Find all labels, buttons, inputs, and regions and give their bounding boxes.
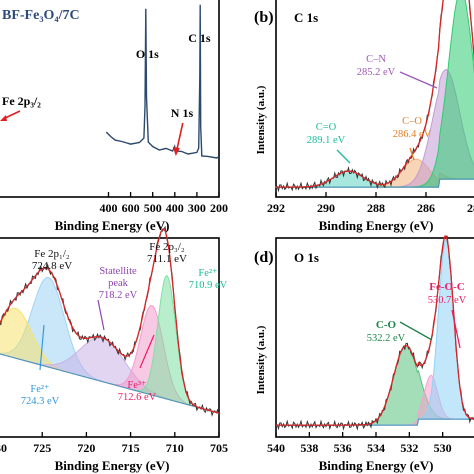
- panel-d-title: O 1s: [294, 250, 319, 265]
- panel-a-arrow-n1s: [176, 122, 184, 151]
- panel-a-tick-label: 400: [100, 201, 118, 215]
- panel-a-tick-label: 300: [188, 201, 206, 215]
- panel-c-envelope: [0, 228, 220, 414]
- panel-d-plot: C-O 532.2 eV Fe-O-C 530.7 eV: [275, 235, 474, 431]
- panel-d-tick-label: 536: [334, 441, 352, 455]
- panel-c-frame: [0, 237, 220, 438]
- panel-d-annotation-co-value: 532.2 eV: [367, 333, 406, 344]
- panel-b-c1s: (b) C 1s Intensity (a.u.) C–N 285.2 eV C–O…: [254, 0, 474, 233]
- panel-a-annotation-n1s: N 1s: [171, 106, 194, 120]
- panel-c-tick-label: 710: [166, 441, 184, 455]
- panel-a-tick-label: 600: [122, 201, 140, 215]
- panel-b-plot: C–N 285.2 eV C–O 286.4 eV C=O 289.1 eV: [275, 0, 474, 193]
- panel-b-title: C 1s: [294, 10, 318, 25]
- panel-c-arrow-fe2plus: [39, 324, 45, 371]
- panel-d-tick-label: 530: [434, 441, 452, 455]
- panel-b-annotation-cn-value: 285.2 eV: [357, 67, 396, 78]
- panel-a-x-ticks: 400 600 500 400 300 200: [100, 192, 228, 215]
- panel-b-arrow-cn: [399, 71, 438, 89]
- panel-d-o1s: (d) O 1s Intensity (a.u.) C-O 532.2 eV Fe-…: [254, 235, 474, 473]
- panel-c-annotation-fe2p32-line-1: 711.1 eV: [147, 253, 187, 265]
- panel-c-x-ticks: 730 725 720 715 710 705: [0, 432, 228, 455]
- panel-c-tick-label: 730: [0, 441, 7, 455]
- panel-d-envelope: [276, 235, 474, 426]
- panel-c-tick-label: 720: [77, 441, 95, 455]
- panel-a-annotation-o1s: O 1s: [136, 47, 159, 61]
- panel-a-tick-label: 400: [166, 201, 184, 215]
- panel-b-tick-label: 284: [467, 201, 474, 215]
- panel-b-x-axis-label: Binding Energy (eV): [319, 218, 434, 233]
- panel-b-x-ticks: 292 290 288 286 284: [267, 192, 474, 215]
- panel-c-annotation-fe2plus-724-line-0: Fe²⁺: [30, 384, 50, 395]
- panel-c-tick-label: 715: [122, 441, 140, 455]
- panel-d-annotation-feoc-name: Fe-O-C: [429, 281, 464, 293]
- panel-a-arrowhead-fe2p: [0, 115, 7, 121]
- panel-a-annotation-c1s: C 1s: [188, 31, 211, 45]
- panel-a-plot: O 1s C 1s Fe 2p₃/₂ N 1s: [0, 4, 220, 159]
- panel-b-annotation-c-double-o-value: 289.1 eV: [307, 135, 346, 146]
- panel-c-tick-label: 705: [210, 441, 228, 455]
- panel-d-label: (d): [254, 249, 274, 266]
- panel-c-annotation-fe3plus-line-1: 712.6 eV: [118, 392, 157, 403]
- panel-d-arrow-co: [399, 321, 433, 341]
- panel-c-annotation-satellite-line-1: peak: [108, 278, 129, 289]
- panel-d-arrow-feoc: [451, 309, 461, 349]
- panel-c-background: [0, 353, 220, 414]
- panel-b-y-axis-label: Intensity (a.u.): [255, 85, 267, 154]
- panel-b-arrow-c-double-o: [336, 149, 351, 164]
- panel-a-survey-line: [105, 4, 220, 159]
- panel-c-annotation-fe2plus-724-line-1: 724.3 eV: [21, 396, 60, 407]
- panel-a-x-axis-label: Binding Energy (eV): [55, 218, 170, 233]
- panel-c-x-axis-label: Binding Energy (eV): [55, 458, 170, 473]
- panel-c-arrow-fe3plus: [139, 334, 155, 369]
- panel-c-annotation-fe2p12-line-0: Fe 2p₁/₂: [34, 248, 70, 260]
- panel-d-tick-label: 532: [400, 441, 418, 455]
- panel-d-tick-label: 540: [267, 441, 285, 455]
- panel-c-annotation-fe2plus-710-line-1: 710.9 eV: [189, 280, 228, 291]
- panel-a-arrowhead-n1s: [172, 147, 180, 156]
- panel-b-tick-label: 286: [417, 201, 435, 215]
- panel-b-arrow-co: [409, 147, 415, 161]
- panel-d-tick-label: 534: [367, 441, 385, 455]
- panel-d-x-axis-label: Binding Energy (eV): [319, 458, 434, 473]
- panel-c-annotation-fe2plus-710-line-0: Fe²⁺: [198, 268, 218, 279]
- panel-b-label: (b): [254, 9, 274, 26]
- panel-b-annotation-cn-name: C–N: [366, 54, 386, 65]
- panel-c-annotation-fe2p32-line-0: Fe 2p₃/₂: [149, 241, 185, 253]
- panel-b-envelope: [276, 0, 474, 188]
- panel-c-tick-label: 725: [33, 441, 51, 455]
- panel-c-annotation-fe2p12-line-1: 724.8 eV: [32, 260, 72, 272]
- panel-b-tick-label: 292: [267, 201, 285, 215]
- panel-c-arrow-satellite: [97, 299, 105, 331]
- panel-c-annotation-satellite-line-0: Statellite: [99, 266, 137, 277]
- panel-d-tick-label: 538: [300, 441, 318, 455]
- panel-a-annotation-fe2p: Fe 2p₃/₂: [2, 94, 41, 108]
- panel-b-annotation-co-value: 286.4 eV: [393, 129, 432, 140]
- panel-d-annotation-feoc-value: 530.7 eV: [428, 295, 467, 306]
- panel-d-y-axis-label: Intensity (a.u.): [255, 325, 267, 394]
- panel-c-annotation-satellite-line-2: 718.2 eV: [99, 290, 138, 301]
- panel-a-tick-label: 200: [210, 201, 228, 215]
- panel-b-annotation-co-name: C–O: [402, 116, 422, 127]
- panel-b-tick-label: 288: [367, 201, 385, 215]
- panel-b-annotation-c-double-o-name: C=O: [316, 122, 337, 133]
- panel-b-tick-label: 290: [317, 201, 335, 215]
- panel-a-survey: BF-Fe₃O₄/7C O 1s C 1s Fe 2p₃/₂ N 1s 400 600 5…: [0, 0, 228, 233]
- panel-d-annotation-co-name: C-O: [376, 319, 397, 331]
- panel-c-annotation-fe3plus-line-0: Fe³⁺: [127, 380, 147, 391]
- panel-a-tick-label: 500: [144, 201, 162, 215]
- panel-d-x-ticks: 540 538 536 534 532 530: [267, 432, 452, 455]
- panel-a-sample-label: BF-Fe₃O₄/7C: [2, 8, 80, 23]
